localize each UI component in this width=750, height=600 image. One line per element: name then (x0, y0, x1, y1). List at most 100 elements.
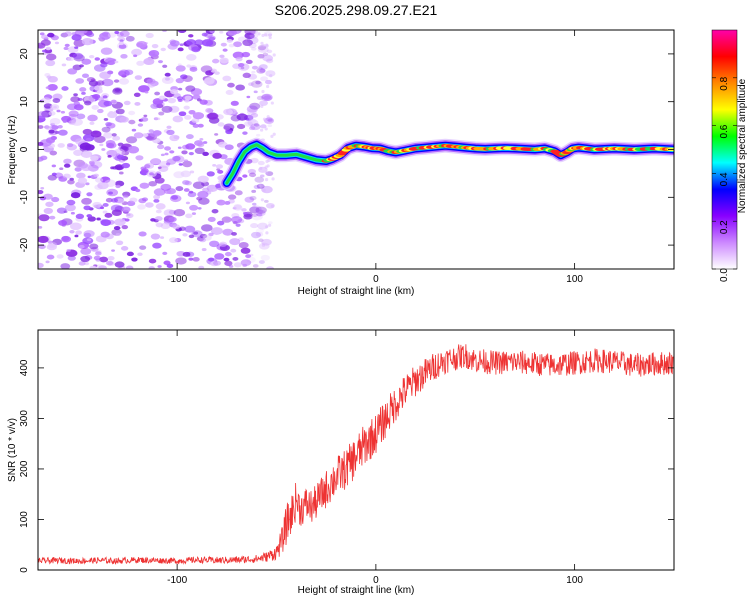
spectrogram-cell (54, 41, 60, 45)
spectrogram-cell (175, 257, 187, 265)
spectrogram-cell (177, 47, 184, 52)
spectrogram-cell (111, 249, 115, 252)
spectrogram-cell (131, 48, 143, 56)
spectrogram-cell (158, 111, 165, 116)
spectrogram-cell (242, 174, 248, 178)
spectrogram-cell (176, 96, 184, 101)
spectrogram-cell (106, 122, 116, 129)
spectrogram-cell (182, 160, 193, 168)
spectrogram-cell (185, 143, 196, 150)
spectrogram-cell (75, 230, 82, 235)
spectrogram-cell (67, 179, 75, 185)
spectrogram-cell (189, 170, 195, 174)
spectrogram-cell (263, 117, 275, 124)
spectrogram-cell (148, 266, 155, 269)
spectrogram-cell (43, 207, 54, 214)
spectrogram-cell (185, 39, 197, 46)
spectrogram-cell (252, 264, 259, 268)
spectrogram-cell (253, 123, 260, 127)
spectrogram-cell (266, 49, 273, 54)
spectrogram-cell (70, 211, 75, 215)
spectrogram-cell (131, 257, 138, 262)
spectrogram-cell (212, 58, 220, 64)
spectrogram-cell (223, 108, 234, 116)
spectrogram-cell (224, 201, 231, 205)
spectrogram-cell (94, 177, 104, 183)
spectrogram-cell (198, 265, 205, 269)
spectrogram-cell (169, 39, 177, 44)
spectrogram-cell (143, 57, 155, 66)
spectrogram-cell (98, 37, 102, 40)
spectrogram-cell (153, 198, 160, 203)
spectrogram-cell (79, 64, 84, 68)
spectrogram-cell (270, 101, 274, 105)
spectrogram-cell (122, 194, 129, 199)
spectrogram-cell (91, 105, 99, 110)
spectrogram-cell (125, 213, 134, 219)
spectrogram-cell (72, 52, 84, 60)
spectrogram-cell (255, 133, 261, 137)
spectrogram-cell (82, 128, 93, 135)
spectrogram-cell (107, 111, 118, 119)
spectrogram-cell (252, 202, 257, 206)
spectrogram-cell (162, 30, 167, 33)
spectrogram-cell (128, 119, 136, 125)
spectrogram-cell (83, 205, 91, 211)
spectrogram-cell (264, 199, 269, 203)
spectrogram-cell (79, 30, 88, 34)
spectrogram-cell (135, 155, 144, 161)
spectrogram-cell (262, 43, 266, 48)
spectrogram-cell (249, 206, 260, 214)
spectrogram-cell (191, 46, 201, 53)
spectrogram-cell (257, 32, 261, 36)
spectrogram-cell (57, 125, 63, 129)
spectrogram-cell (200, 65, 213, 73)
spectrogram-cell (260, 104, 264, 108)
spectrogram-cell (236, 123, 246, 130)
spectrogram-cell (197, 123, 204, 128)
snr-x-ticks: -100 0 100 (167, 330, 583, 586)
spectrogram-cell (155, 203, 166, 210)
spectrogram-cell (38, 225, 43, 229)
spectrogram-cell (63, 158, 72, 165)
spectrogram-cell (41, 97, 51, 104)
spectrogram-cell (204, 76, 215, 84)
spectrogram-cell (177, 146, 182, 149)
spectrogram-cell (111, 133, 117, 137)
spectrogram-cell (103, 100, 113, 107)
spectrogram-cell (139, 182, 150, 189)
spectrogram-cell (261, 243, 266, 247)
spectrogram-cell (256, 212, 263, 217)
x-tick-label: 100 (566, 274, 583, 285)
spectrogram-cell (66, 249, 71, 252)
spectrogram-cell (202, 234, 212, 241)
spectrogram-cell (185, 85, 196, 92)
spectrogram-cell (74, 138, 85, 145)
spectrogram-cell (162, 251, 168, 255)
spectrogram-cell (161, 105, 173, 113)
spectrogram-cell (139, 245, 147, 250)
spectrogram-cell (165, 162, 171, 166)
spectrogram-cell (154, 91, 161, 96)
spectrogram-cell (266, 84, 270, 89)
spectrogram-cell (38, 125, 44, 129)
spectrogram-cell (186, 54, 197, 61)
spectrogram-cell (183, 105, 190, 110)
spectrogram-cell (269, 74, 273, 78)
spectrogram-cell (260, 41, 264, 46)
spectrogram-cell (115, 232, 121, 237)
spectrogram-cell (185, 201, 190, 205)
spectrogram-cell (154, 216, 163, 222)
spectrogram-cell (131, 128, 137, 132)
spectrogram-cell (83, 232, 92, 238)
spectrogram-cell (120, 53, 128, 59)
spectrogram-cell (121, 225, 129, 230)
spectrogram-cell (79, 142, 92, 151)
spectrogram-cell (229, 238, 241, 246)
spectrogram-cell (262, 117, 267, 121)
spectrogram-cell (260, 124, 267, 129)
spectrogram-cell (88, 80, 99, 87)
spectrogram-cell (178, 163, 183, 166)
spectrogram-cell (110, 99, 117, 104)
